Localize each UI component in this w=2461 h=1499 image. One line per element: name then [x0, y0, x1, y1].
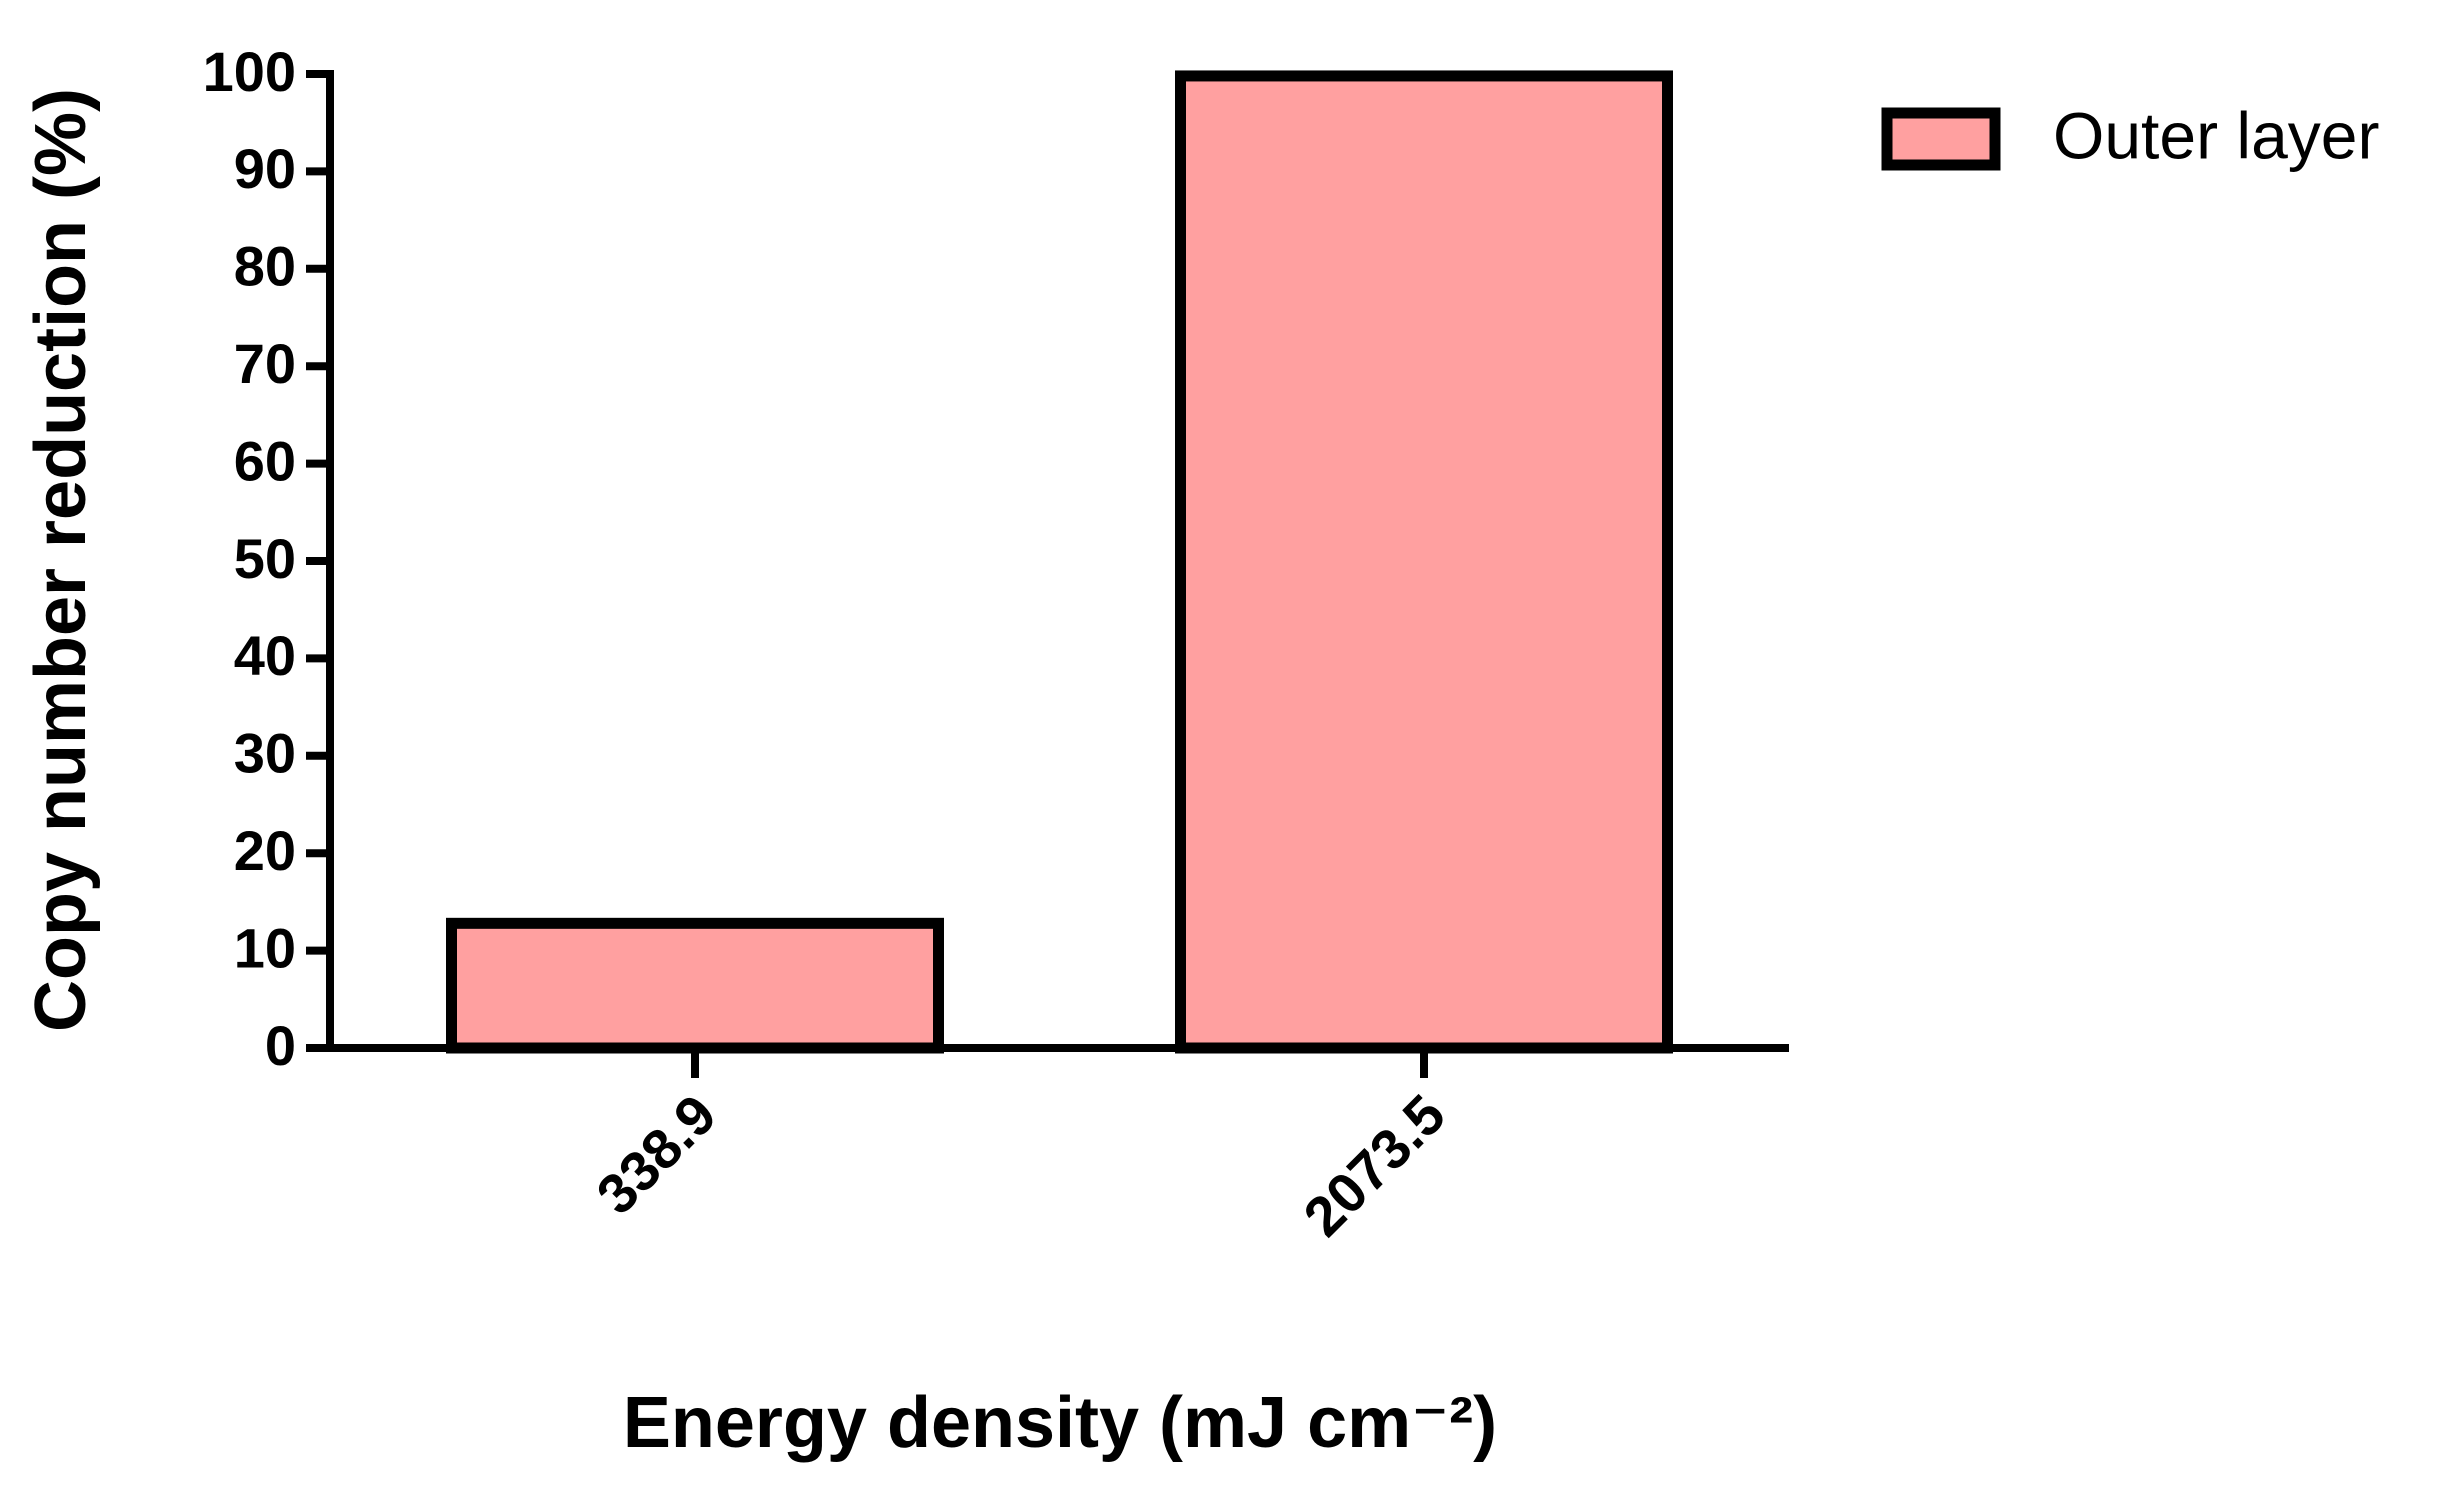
y-tick-label: 30 — [234, 722, 296, 785]
bar — [446, 917, 944, 1054]
y-tick-label: 50 — [234, 527, 296, 590]
y-tick-label: 60 — [234, 429, 296, 492]
y-tick-label: 20 — [234, 819, 296, 882]
x-axis-title: Energy density (mJ cm⁻²) — [623, 1383, 1497, 1463]
y-tick-label: 70 — [234, 332, 296, 395]
y-tick-label: 100 — [203, 40, 296, 103]
y-tick-label: 90 — [234, 137, 296, 200]
y-tick-label: 80 — [234, 235, 296, 298]
y-tick-label: 0 — [265, 1014, 296, 1077]
x-tick-label: 2073.5 — [1291, 1082, 1457, 1248]
x-tick-label: 338.9 — [584, 1082, 728, 1226]
y-tick-label: 10 — [234, 916, 296, 979]
legend-swatch — [1881, 107, 2001, 171]
y-axis-title: Copy number reduction (%) — [21, 88, 101, 1032]
legend-label: Outer layer — [2053, 98, 2379, 172]
bar — [1175, 70, 1673, 1054]
y-tick-label: 40 — [234, 624, 296, 687]
